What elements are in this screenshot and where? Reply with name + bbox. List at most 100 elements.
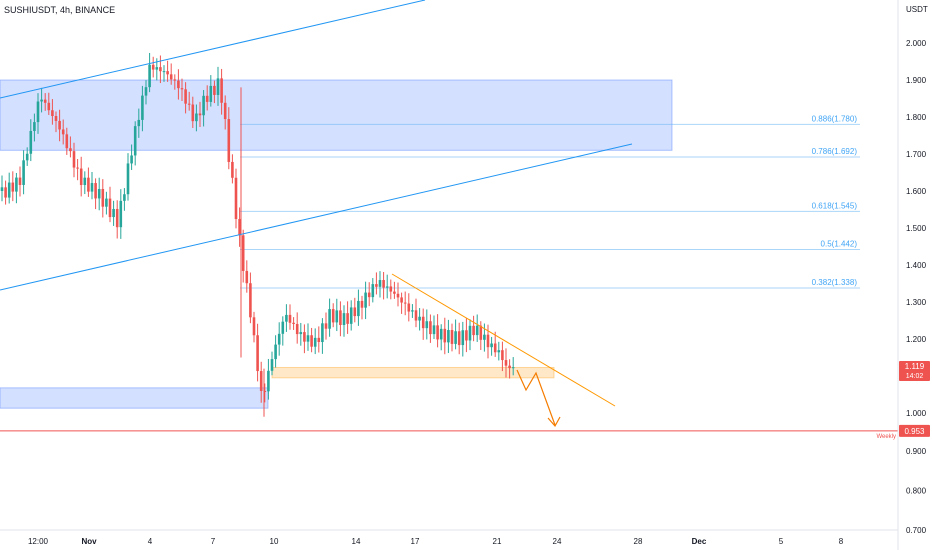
lower-channel-line[interactable] xyxy=(0,143,633,291)
candle-body xyxy=(382,280,385,288)
drawings-layer xyxy=(0,0,633,428)
candle-body xyxy=(72,151,76,168)
candle-body xyxy=(40,99,43,102)
candle-body xyxy=(486,334,490,348)
price-axis: 2.000 1.900 1.800 1.700 1.600 1.500 1.400 1.300… xyxy=(906,39,927,535)
candle-body xyxy=(123,194,126,201)
candle-body xyxy=(321,323,324,343)
candle-body xyxy=(245,270,249,284)
candle-body xyxy=(483,334,486,340)
candle-body xyxy=(155,67,159,70)
time-tick-label: 24 xyxy=(553,537,562,546)
candle-body xyxy=(310,335,313,347)
time-tick-label: 12:00 xyxy=(28,537,49,546)
candle-body xyxy=(22,160,25,185)
candle-body xyxy=(367,292,371,298)
candle-body xyxy=(501,350,504,361)
candle-body xyxy=(436,325,439,340)
candle-body xyxy=(191,104,195,122)
candle-body xyxy=(342,313,346,325)
candle-body xyxy=(306,335,310,342)
candle-body xyxy=(234,177,238,220)
candle-body xyxy=(51,110,54,117)
price-tick-label: 1.800 xyxy=(906,113,927,122)
price-tick-label: 1.700 xyxy=(906,150,927,159)
fib-levels-layer: 0.886(1.780) 0.786(1.692) 0.618(1.545) 0.5(… xyxy=(0,114,898,440)
candle-body xyxy=(76,167,79,169)
candle-body xyxy=(54,116,58,121)
descending-trendline[interactable] xyxy=(391,273,616,407)
projection-path[interactable] xyxy=(516,369,556,426)
candle-body xyxy=(281,321,285,334)
chart-header: SUSHIUSDT, 4h, BINANCE xyxy=(4,5,116,15)
candle-body xyxy=(227,119,231,162)
candle-body xyxy=(169,74,173,80)
lower-support-zone[interactable] xyxy=(0,387,269,409)
last-price-badge xyxy=(899,360,930,381)
candle-body xyxy=(497,350,501,353)
candle-body xyxy=(90,183,94,192)
candle-body xyxy=(292,322,295,324)
candle-body xyxy=(270,359,274,371)
fib-level-label: 0.886(1.780) xyxy=(812,114,858,123)
candle-body xyxy=(7,182,11,198)
candle-body xyxy=(61,129,65,135)
candle-body xyxy=(108,198,112,218)
price-tick-label: 1.500 xyxy=(906,224,927,233)
upper-channel-line[interactable] xyxy=(0,0,426,99)
candle-body xyxy=(454,331,457,344)
candle-body xyxy=(288,314,292,323)
candle-body xyxy=(115,208,119,228)
candle-body xyxy=(180,88,184,90)
candle-body xyxy=(216,78,220,95)
candle-body xyxy=(198,113,202,116)
price-tick-label: 2.000 xyxy=(906,39,927,48)
time-tick-label: 5 xyxy=(779,537,784,546)
candle-body xyxy=(331,309,335,323)
weekly-price-value: 0.953 xyxy=(904,427,925,436)
weekly-price-badge xyxy=(899,424,930,437)
upper-resistance-zone[interactable] xyxy=(0,79,673,151)
candle-body xyxy=(299,332,303,335)
candle-body xyxy=(159,67,162,72)
candle-body xyxy=(360,300,364,308)
candle-body xyxy=(267,370,270,392)
candle-body xyxy=(202,95,205,116)
candle-body xyxy=(69,148,72,152)
weekly-level-label: Weekly xyxy=(876,434,896,440)
candle-body xyxy=(407,303,411,312)
candle-body xyxy=(371,284,375,298)
candle-body xyxy=(184,89,187,104)
candle-body xyxy=(324,323,328,329)
last-price-countdown: 14:02 xyxy=(906,373,924,380)
interval-label[interactable]: 4h xyxy=(60,5,71,15)
candle-body xyxy=(94,183,97,199)
candle-body xyxy=(209,85,213,102)
candle-body xyxy=(339,310,342,325)
price-tick-label: 0.800 xyxy=(906,487,927,496)
candle-body xyxy=(457,331,461,346)
last-price-value: 1.119 xyxy=(905,362,925,371)
candle-body xyxy=(443,328,447,343)
candle-body xyxy=(144,87,148,96)
price-tick-label: 1.400 xyxy=(906,261,927,270)
candle-body xyxy=(479,325,483,340)
fib-level-label: 0.382(1.338) xyxy=(812,278,858,287)
candle-body xyxy=(133,126,137,156)
exchange-label: BINANCE xyxy=(75,5,116,15)
fib-level-label: 0.618(1.545) xyxy=(812,201,858,210)
candle-body xyxy=(475,325,479,336)
candle-body xyxy=(43,99,47,103)
candle-body xyxy=(187,103,191,105)
candle-body xyxy=(432,325,436,335)
time-tick-label: 4 xyxy=(148,537,153,546)
candle-body xyxy=(238,219,241,236)
candle-body xyxy=(195,113,198,122)
symbol-label[interactable]: SUSHIUSDT xyxy=(4,5,56,15)
candle-body xyxy=(335,310,339,323)
price-tick-label: 1.900 xyxy=(906,76,927,85)
candle-body xyxy=(112,208,115,218)
candle-body xyxy=(25,153,29,161)
support-box[interactable] xyxy=(271,366,555,379)
